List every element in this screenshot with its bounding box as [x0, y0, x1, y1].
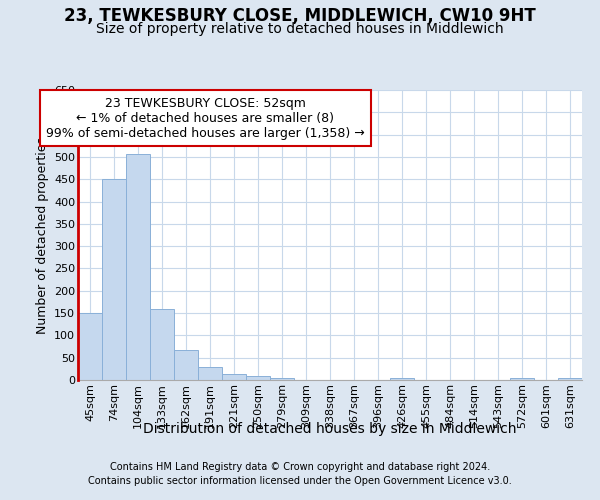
Text: Contains HM Land Registry data © Crown copyright and database right 2024.: Contains HM Land Registry data © Crown c…: [110, 462, 490, 472]
Bar: [270, 378, 294, 380]
Y-axis label: Number of detached properties: Number of detached properties: [35, 136, 49, 334]
Text: Size of property relative to detached houses in Middlewich: Size of property relative to detached ho…: [96, 22, 504, 36]
Bar: [78, 313, 102, 380]
Bar: [222, 374, 246, 380]
Bar: [126, 154, 150, 380]
Text: 23, TEWKESBURY CLOSE, MIDDLEWICH, CW10 9HT: 23, TEWKESBURY CLOSE, MIDDLEWICH, CW10 9…: [64, 8, 536, 26]
Bar: [198, 366, 222, 380]
Bar: [390, 378, 414, 380]
Bar: [246, 376, 270, 380]
Text: Distribution of detached houses by size in Middlewich: Distribution of detached houses by size …: [143, 422, 517, 436]
Bar: [174, 350, 198, 380]
Bar: [558, 378, 582, 380]
Bar: [102, 179, 126, 380]
Bar: [150, 308, 174, 380]
Bar: [510, 378, 534, 380]
Text: 23 TEWKESBURY CLOSE: 52sqm
← 1% of detached houses are smaller (8)
99% of semi-d: 23 TEWKESBURY CLOSE: 52sqm ← 1% of detac…: [46, 96, 365, 140]
Text: Contains public sector information licensed under the Open Government Licence v3: Contains public sector information licen…: [88, 476, 512, 486]
